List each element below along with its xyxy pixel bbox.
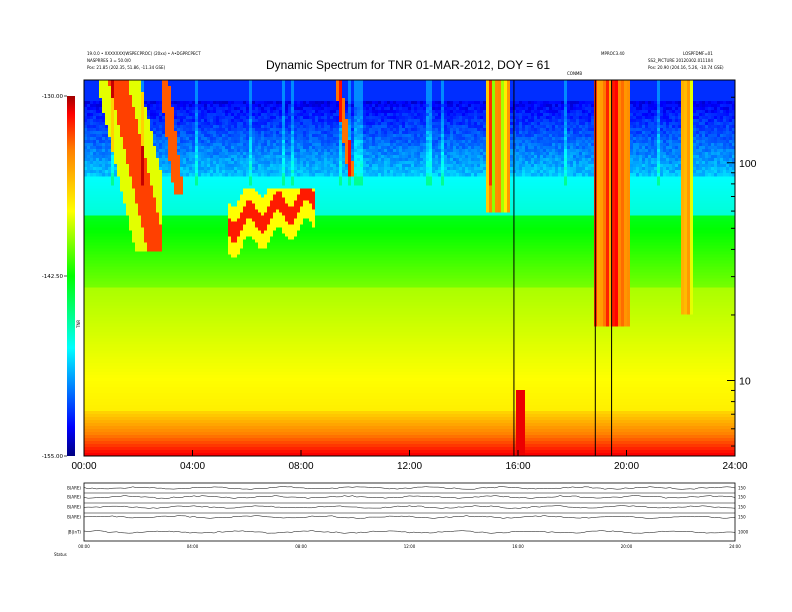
x-tick-label: 12:00 xyxy=(397,461,422,472)
header-right-line1a: MPROC3.40 xyxy=(601,51,625,56)
panel-right-value: 150 xyxy=(738,505,746,510)
panel-label: B(ARE) xyxy=(67,515,81,520)
panel-trace xyxy=(83,530,736,534)
panel-trace xyxy=(83,495,736,499)
y-tick-label: 100 xyxy=(739,158,757,170)
panel-trace xyxy=(83,505,736,509)
panel-label: |B|(nT) xyxy=(67,530,81,535)
panel-x-tick-label: 24:00 xyxy=(729,544,741,549)
x-tick-label: 04:00 xyxy=(180,461,205,472)
header-right-line1b: LOSPFDMF=01 xyxy=(683,51,713,56)
panel-label: B(ARE) xyxy=(67,505,81,510)
x-tick-label: 24:00 xyxy=(722,461,747,472)
header-right-line3: Pos: 20.90 (204.16, 5.26, -10.74 GSE) xyxy=(648,65,724,70)
colorbar xyxy=(67,96,75,456)
header-left-line3: Pos: 21.85 (202.35, 51.86, -11.34 GSE) xyxy=(87,65,166,70)
panel-x-tick-label: 04:00 xyxy=(187,544,199,549)
colorbar-tick-label: -142.50 xyxy=(42,274,64,280)
header-left-line1: 19.0.0 • XXXXXXX(WSPECPROC) (20xx) • A•D… xyxy=(87,51,201,56)
x-tick-label: 08:00 xyxy=(288,461,313,472)
panel-right-value: 150 xyxy=(738,495,746,500)
header-left-line2: NASPRRES 3 = 50.0/0 xyxy=(87,58,131,63)
x-tick-label: 16:00 xyxy=(505,461,530,472)
panel-x-tick-label: 16:00 xyxy=(512,544,524,549)
panel-right-value: 1000 xyxy=(738,530,749,535)
panel-trace xyxy=(83,486,736,490)
chart-title: Dynamic Spectrum for TNR 01-MAR-2012, DO… xyxy=(266,58,550,72)
panel-x-tick-label: 20:00 xyxy=(621,544,633,549)
y-axis: 100 10 xyxy=(727,96,757,447)
panel-frame xyxy=(83,482,736,542)
panel-x-tick-label: 12:00 xyxy=(404,544,416,549)
header-right-line2: SS2_PICTURE 20120302.011104 xyxy=(648,58,713,63)
marker-label: CONMB xyxy=(567,71,582,76)
colorbar-label: TNR xyxy=(76,320,81,329)
panel-label: B(ARE) xyxy=(67,495,81,500)
y-tick-label: 10 xyxy=(739,375,751,387)
x-axis: 00:00 04:00 08:00 12:00 16:00 20:00 24:00 xyxy=(71,450,748,472)
colorbar-tick-label: -130.00 xyxy=(42,94,64,100)
event-lines xyxy=(513,80,613,456)
colorbar-ticks: -130.00 -142.50 -155.00 xyxy=(42,94,67,460)
x-tick-label: 00:00 xyxy=(71,461,96,472)
panel-x-tick-label: 08:00 xyxy=(295,544,307,549)
panel-right-value: 150 xyxy=(738,515,746,520)
footer-label: Status xyxy=(54,552,67,557)
lower-panels: B(ARE) 150 B(ARE) 150 B(ARE) 150 B(ARE) 150 |B|(… xyxy=(67,482,749,549)
x-tick-label: 20:00 xyxy=(614,461,639,472)
colorbar-tick-label: -155.00 xyxy=(42,454,64,460)
panel-right-value: 150 xyxy=(738,486,746,491)
panel-label: B(ARE) xyxy=(67,486,81,491)
spectrogram-image xyxy=(84,80,735,456)
panel-x-tick-label: 00:00 xyxy=(78,544,90,549)
panel-trace xyxy=(83,515,736,519)
spectrogram xyxy=(84,80,735,456)
